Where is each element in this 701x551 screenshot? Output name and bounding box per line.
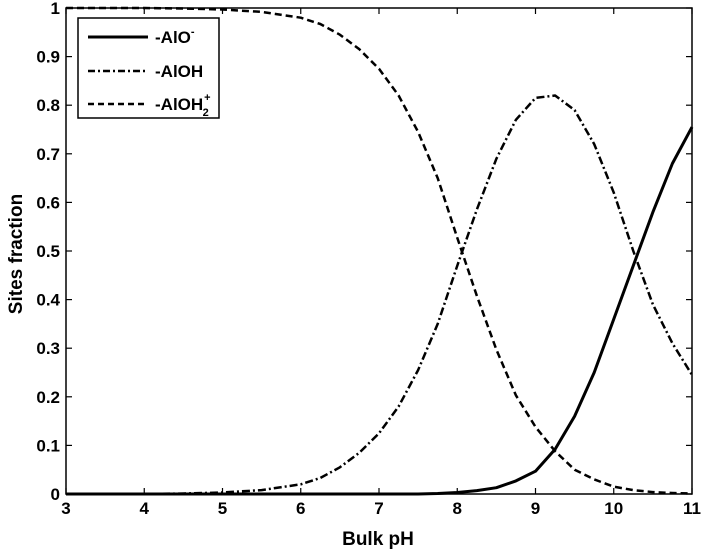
legend: -AlO- -AlOH -AlOH+ 2	[77, 17, 220, 119]
y-axis-title-group: Sites fraction	[6, 194, 27, 314]
x-axis-title: Bulk pH	[342, 529, 414, 550]
legend-box	[77, 17, 220, 119]
legend-entry-aloh: -AlOH	[155, 62, 203, 81]
y-tick-label: 0.4	[36, 291, 60, 310]
y-tick-label: 0	[51, 485, 60, 504]
legend-entry-aloh-base: -AlOH	[155, 62, 203, 81]
legend-entry-aloh2-sup: +	[204, 92, 210, 104]
x-tick-label: 3	[61, 499, 70, 518]
series-line-alo	[66, 126, 694, 496]
y-tick-label: 0.9	[36, 48, 60, 67]
legend-entry-aloh2-sub: 2	[203, 107, 209, 119]
x-tick-label: 4	[140, 499, 150, 518]
legend-entry-aloh2: -AlOH+ 2	[155, 92, 211, 119]
y-tick-label: 0.3	[36, 339, 60, 358]
x-tick-label: 10	[604, 499, 623, 518]
y-axis-title: Sites fraction	[6, 194, 27, 314]
x-tick-label: 11	[683, 499, 701, 518]
y-tick-label: 0.2	[36, 388, 60, 407]
y-tick-label: 0.8	[36, 96, 60, 115]
y-tick-label: 0.5	[36, 242, 60, 261]
series-line-aloh2	[66, 6, 693, 495]
x-tick-label: 8	[453, 499, 462, 518]
y-tick-label: 1	[51, 0, 60, 18]
y-tick-label: 0.1	[36, 436, 60, 455]
legend-entry-alo-base: -AlO	[155, 28, 191, 47]
x-tick-label: 6	[296, 499, 305, 518]
plot-frame	[65, 7, 693, 495]
legend-entry-alo-sup: -	[191, 26, 195, 38]
y-tick-label: 0.7	[36, 145, 60, 164]
legend-entry-aloh2-base: -AlOH	[155, 95, 203, 114]
x-tick-label: 7	[374, 499, 383, 518]
legend-entry-alo: -AlO-	[155, 26, 195, 47]
series-line-aloh	[66, 94, 694, 496]
y-tick-label: 0.6	[36, 193, 60, 212]
x-tick-label: 9	[531, 499, 540, 518]
x-tick-label: 5	[218, 499, 227, 518]
